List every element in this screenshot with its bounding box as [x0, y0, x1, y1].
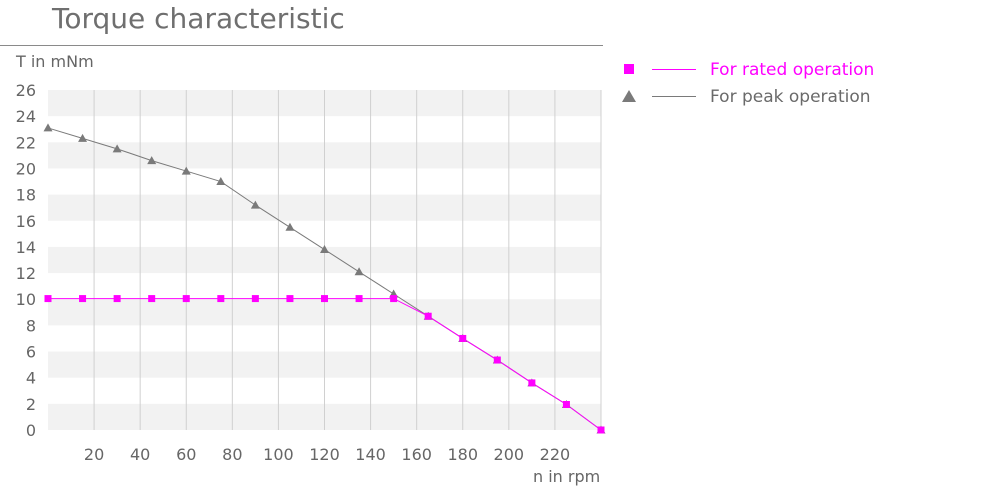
y-tick-label: 14: [16, 238, 36, 257]
data-point-triangle: [181, 166, 191, 175]
legend-line-peak: [652, 96, 696, 97]
data-point-triangle: [78, 133, 88, 142]
x-tick-label: 60: [176, 445, 196, 464]
x-tick-labels: 20 40 60 80 100 120 140 160 180 200 220: [84, 445, 570, 464]
data-point-square: [597, 426, 605, 434]
data-point-square: [562, 401, 570, 408]
data-point-square: [217, 295, 225, 303]
x-tick-label: 100: [263, 445, 294, 464]
y-tick-label: 10: [16, 290, 36, 309]
title-divider: [0, 45, 603, 46]
data-point-square: [493, 356, 501, 364]
legend-item-peak[interactable]: For peak operation: [620, 83, 874, 110]
chart-title: Torque characteristic: [52, 2, 345, 35]
y-tick-label: 12: [16, 264, 36, 283]
y-tick-label: 0: [26, 421, 36, 440]
data-point-square: [148, 295, 156, 303]
legend-label-rated: For rated operation: [710, 59, 875, 80]
x-tick-label: 80: [222, 445, 242, 464]
triangle-marker-icon: [620, 87, 640, 107]
data-point-triangle: [285, 222, 295, 231]
y-tick-label: 20: [16, 159, 36, 178]
data-point-triangle: [216, 177, 226, 186]
y-axis-label: T in mNm: [16, 52, 94, 71]
legend-item-rated[interactable]: For rated operation: [620, 56, 874, 83]
data-point-triangle: [147, 156, 157, 165]
y-tick-label: 2: [26, 395, 36, 414]
legend-label-peak: For peak operation: [710, 86, 871, 107]
y-tick-label: 18: [16, 186, 36, 205]
data-point-triangle: [43, 123, 53, 132]
x-tick-label: 220: [540, 445, 571, 464]
y-tick-label: 4: [26, 369, 36, 388]
y-tick-label: 16: [16, 212, 36, 231]
data-point-square: [459, 334, 467, 342]
x-tick-label: 200: [494, 445, 525, 464]
x-tick-label: 120: [309, 445, 340, 464]
data-point-square: [390, 295, 398, 303]
legend-line-rated: [652, 69, 696, 70]
x-tick-label: 160: [401, 445, 432, 464]
y-tick-label: 22: [16, 133, 36, 152]
y-tick-label: 26: [16, 81, 36, 100]
data-point-triangle: [354, 267, 364, 276]
x-tick-label: 40: [130, 445, 150, 464]
data-point-square: [286, 295, 294, 303]
x-axis-label: n in rpm: [533, 467, 601, 486]
legend: For rated operation For peak operation: [620, 56, 874, 110]
data-point-triangle: [250, 200, 260, 209]
data-point-triangle: [320, 245, 329, 254]
data-point-square: [79, 295, 87, 303]
data-point-square: [113, 295, 121, 303]
data-point-square: [251, 295, 259, 303]
x-tick-label: 20: [84, 445, 104, 464]
data-point-square: [182, 295, 190, 303]
y-tick-label: 6: [26, 343, 36, 362]
square-marker-icon: [620, 60, 640, 80]
data-point-square: [355, 295, 363, 303]
data-point-square: [424, 312, 432, 320]
data-point-square: [528, 379, 536, 387]
x-tick-label: 140: [355, 445, 386, 464]
y-tick-label: 24: [16, 107, 36, 126]
vertical-gridlines: [93, 90, 602, 430]
data-point-square: [321, 295, 328, 303]
data-point-square: [44, 295, 52, 303]
series-markers: [43, 123, 606, 434]
x-tick-label: 180: [447, 445, 478, 464]
y-tick-label: 8: [26, 316, 36, 335]
data-point-triangle: [112, 144, 122, 153]
